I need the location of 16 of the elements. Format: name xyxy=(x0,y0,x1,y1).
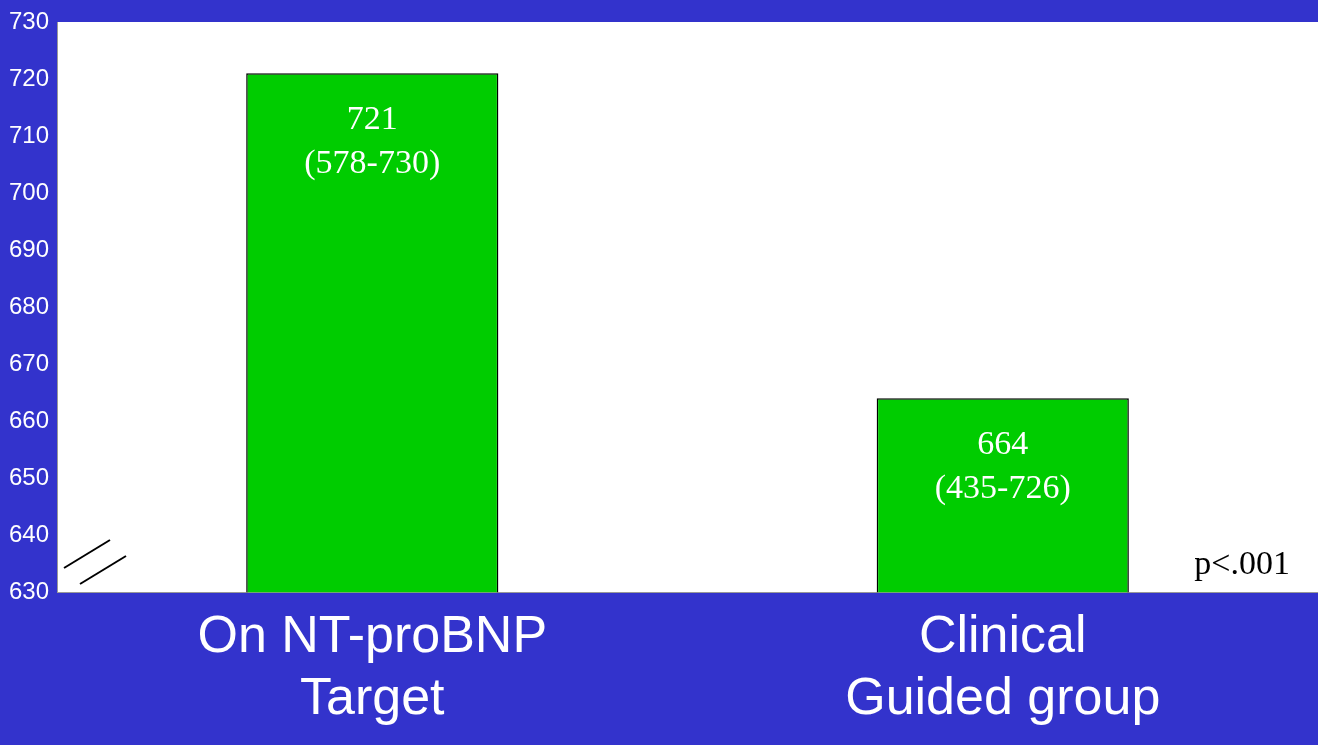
x-tick-label: On NT-proBNP Target xyxy=(197,604,548,726)
y-tick-label: 680 xyxy=(9,291,50,319)
data-label: 664 (435-726) xyxy=(934,424,1071,507)
y-tick-label: 650 xyxy=(9,462,50,490)
y-tick-label: 640 xyxy=(9,519,50,547)
y-tick-label: 670 xyxy=(9,348,50,376)
y-tick-label: 720 xyxy=(9,63,50,91)
y-tick-label: 700 xyxy=(9,177,50,205)
y-tick-label: 630 xyxy=(9,576,50,604)
data-label: 721 (578-730) xyxy=(304,99,441,182)
y-tick-label: 730 xyxy=(9,6,50,34)
annotation: p<.001 xyxy=(1194,544,1290,582)
y-tick-label: 710 xyxy=(9,120,50,148)
y-tick-label: 660 xyxy=(9,405,50,433)
x-tick-label: Clinical Guided group xyxy=(845,604,1161,726)
y-tick-label: 690 xyxy=(9,234,50,262)
